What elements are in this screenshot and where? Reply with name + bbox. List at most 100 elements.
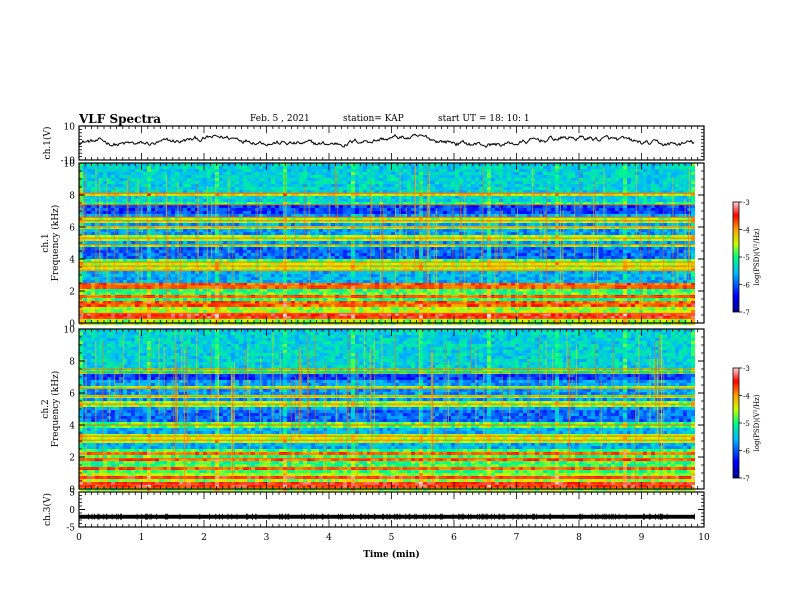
spectrogram-cell bbox=[603, 244, 607, 247]
spectrogram-cell bbox=[567, 214, 571, 217]
spectrogram-cell bbox=[519, 214, 523, 217]
spectrogram-cell bbox=[315, 175, 319, 178]
spectrogram-cell bbox=[415, 217, 419, 220]
spectrogram-cell bbox=[175, 172, 179, 175]
spectrogram-cell bbox=[403, 193, 407, 196]
spectrogram-cell bbox=[631, 229, 635, 232]
spectrogram-cell bbox=[287, 241, 291, 244]
spectrogram-cell bbox=[435, 181, 439, 184]
spectrogram-cell bbox=[243, 178, 247, 181]
spectrogram-cell bbox=[667, 211, 671, 214]
spectrogram-cell bbox=[643, 175, 647, 178]
spectrogram-cell bbox=[531, 247, 535, 250]
spectrogram-cell bbox=[163, 187, 167, 190]
spectrogram-cell bbox=[103, 214, 107, 217]
spectrogram-cell bbox=[495, 211, 499, 214]
spectrogram-cell bbox=[347, 244, 351, 247]
spectrogram-cell bbox=[139, 193, 143, 196]
spectrogram-cell bbox=[399, 196, 403, 199]
spectrogram-cell bbox=[139, 232, 143, 235]
spectrogram-cell bbox=[479, 178, 483, 181]
spectrogram-cell bbox=[115, 217, 119, 220]
spectrogram-cell bbox=[355, 178, 359, 181]
spectrogram-cell bbox=[447, 166, 451, 169]
spectrogram-cell bbox=[443, 208, 447, 211]
spectrogram-cell bbox=[175, 193, 179, 196]
spectrogram-cell bbox=[139, 187, 143, 190]
spectrogram-cell bbox=[239, 214, 243, 217]
spectrogram-cell bbox=[255, 166, 259, 169]
spectrogram-cell bbox=[119, 163, 123, 166]
spectrogram-cell bbox=[547, 187, 551, 190]
spectrogram-cell bbox=[691, 178, 695, 181]
spectrogram-cell bbox=[575, 214, 579, 217]
spectrogram-cell bbox=[419, 196, 423, 199]
spectrogram-cell bbox=[615, 169, 619, 172]
spectrogram-cell bbox=[187, 250, 191, 253]
spectrogram-cell bbox=[423, 199, 427, 202]
spectrogram-cell bbox=[395, 232, 399, 235]
spectrogram-cell bbox=[367, 190, 371, 193]
spectrogram-cell bbox=[219, 172, 223, 175]
spectrogram-cell bbox=[183, 202, 187, 205]
spectrogram-cell bbox=[439, 235, 443, 238]
spectrogram-cell bbox=[455, 196, 459, 199]
spectrogram-cell bbox=[407, 166, 411, 169]
spectrogram-cell bbox=[635, 205, 639, 208]
spectrogram-cell bbox=[419, 217, 423, 220]
spectrogram-cell bbox=[555, 184, 559, 187]
spectrogram-cell bbox=[443, 202, 447, 205]
spectrogram-cell bbox=[575, 181, 579, 184]
spectrogram-cell bbox=[371, 190, 375, 193]
spectrogram-cell bbox=[239, 220, 243, 223]
spectrogram-cell bbox=[679, 205, 683, 208]
spectrogram-cell bbox=[199, 199, 203, 202]
spectrogram-cell bbox=[447, 187, 451, 190]
spectrogram-cell bbox=[215, 217, 219, 220]
spectrogram-cell bbox=[667, 208, 671, 211]
spectrogram-cell bbox=[491, 190, 495, 193]
spectrogram-cell bbox=[303, 178, 307, 181]
spectrogram-cell bbox=[291, 208, 295, 211]
spectrogram-cell bbox=[239, 232, 243, 235]
spectrogram-cell bbox=[615, 217, 619, 220]
spectrogram-cell bbox=[635, 202, 639, 205]
spectrogram-cell bbox=[627, 253, 631, 256]
spectrogram-cell bbox=[255, 172, 259, 175]
spectrogram-cell bbox=[331, 244, 335, 247]
spectrogram-cell bbox=[655, 244, 659, 247]
spectrogram-cell bbox=[607, 247, 611, 250]
spectrogram-cell bbox=[591, 220, 595, 223]
spectrogram-cell bbox=[383, 211, 387, 214]
spectrogram-cell bbox=[239, 181, 243, 184]
spectrogram-cell bbox=[591, 202, 595, 205]
spectrogram-cell bbox=[623, 169, 627, 172]
spectrogram-cell bbox=[599, 199, 603, 202]
spectrogram-cell bbox=[603, 211, 607, 214]
spectrogram-cell bbox=[191, 229, 195, 232]
spectrogram-cell bbox=[403, 250, 407, 253]
spectrogram-cell bbox=[491, 232, 495, 235]
spectrogram-cell bbox=[359, 202, 363, 205]
spectrogram-cell bbox=[527, 172, 531, 175]
spectrogram-cell bbox=[643, 172, 647, 175]
spectrogram-cell bbox=[155, 241, 159, 244]
spectrogram-cell bbox=[155, 223, 159, 226]
spectrogram-cell bbox=[331, 202, 335, 205]
spectrogram-cell bbox=[335, 241, 339, 244]
spectrogram-cell bbox=[431, 253, 435, 256]
spectrogram-cell bbox=[247, 235, 251, 238]
spectrogram-cell bbox=[475, 247, 479, 250]
spectrogram-cell bbox=[507, 217, 511, 220]
spectrogram-cell bbox=[519, 172, 523, 175]
spectrogram-cell bbox=[407, 214, 411, 217]
spectrogram-cell bbox=[447, 202, 451, 205]
spectrogram-cell bbox=[663, 205, 667, 208]
spectrogram-cell bbox=[507, 253, 511, 256]
spectrogram-cell bbox=[143, 181, 147, 184]
spectrogram-cell bbox=[183, 172, 187, 175]
spectrogram-cell bbox=[371, 181, 375, 184]
spectrogram-cell bbox=[675, 199, 679, 202]
spectrogram-cell bbox=[355, 181, 359, 184]
spectrogram-cell bbox=[447, 235, 451, 238]
